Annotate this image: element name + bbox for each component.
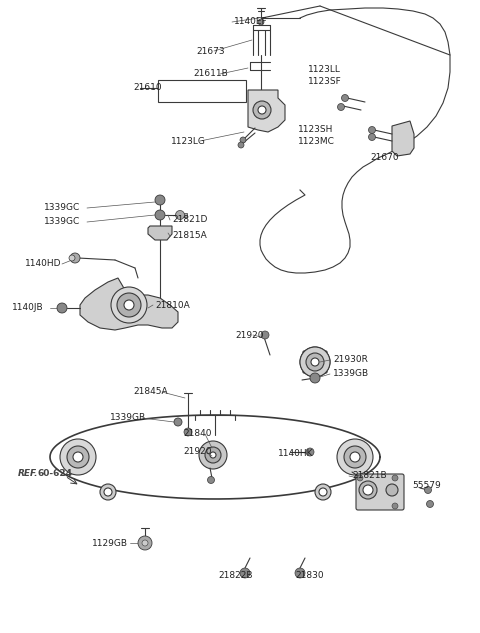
Circle shape	[369, 134, 375, 141]
Circle shape	[311, 358, 319, 366]
Circle shape	[363, 485, 373, 495]
Circle shape	[184, 428, 192, 436]
Text: 21920: 21920	[183, 448, 212, 456]
Circle shape	[357, 475, 363, 481]
Circle shape	[57, 303, 67, 313]
Circle shape	[306, 353, 324, 371]
Text: 60-624: 60-624	[38, 470, 73, 479]
Bar	[158, 80, 246, 102]
Circle shape	[258, 106, 266, 114]
Polygon shape	[392, 121, 414, 156]
Circle shape	[174, 418, 182, 426]
Text: 21920: 21920	[235, 330, 264, 339]
Circle shape	[295, 568, 305, 578]
Circle shape	[117, 293, 141, 317]
Circle shape	[337, 439, 373, 475]
Text: 1129GB: 1129GB	[92, 539, 128, 548]
Text: 21810A: 21810A	[155, 301, 190, 310]
Text: 1339GC: 1339GC	[44, 203, 80, 213]
Circle shape	[210, 452, 216, 458]
Circle shape	[205, 447, 221, 463]
Text: 1123SF: 1123SF	[308, 77, 342, 85]
Circle shape	[427, 501, 433, 508]
Circle shape	[315, 484, 331, 500]
Text: 1339GB: 1339GB	[110, 413, 146, 422]
Polygon shape	[248, 90, 285, 132]
Circle shape	[386, 484, 398, 496]
Circle shape	[176, 211, 184, 220]
Text: 21822B: 21822B	[218, 572, 252, 580]
Circle shape	[300, 347, 330, 377]
Text: 21930R: 21930R	[333, 356, 368, 365]
Circle shape	[69, 255, 75, 261]
Circle shape	[319, 488, 327, 496]
Circle shape	[341, 94, 348, 101]
Circle shape	[359, 481, 377, 499]
Circle shape	[344, 446, 366, 468]
Circle shape	[310, 373, 320, 383]
Polygon shape	[80, 278, 178, 330]
Text: 21830: 21830	[295, 572, 324, 580]
Text: 21821B: 21821B	[352, 472, 386, 480]
Circle shape	[392, 475, 398, 481]
Circle shape	[300, 347, 330, 377]
Text: 1123MC: 1123MC	[298, 137, 335, 146]
Circle shape	[73, 452, 83, 462]
Circle shape	[369, 127, 375, 134]
Text: 21673: 21673	[196, 46, 225, 56]
Polygon shape	[148, 226, 172, 240]
Text: 1123SH: 1123SH	[298, 125, 334, 134]
Text: 1140EF: 1140EF	[234, 18, 268, 27]
Circle shape	[253, 101, 271, 119]
Circle shape	[306, 353, 324, 371]
Circle shape	[111, 287, 147, 323]
Circle shape	[70, 253, 80, 263]
Circle shape	[124, 300, 134, 310]
Circle shape	[311, 358, 319, 366]
Text: 1339GB: 1339GB	[333, 368, 369, 377]
Circle shape	[424, 487, 432, 494]
Circle shape	[67, 446, 89, 468]
FancyBboxPatch shape	[303, 351, 327, 373]
Circle shape	[104, 488, 112, 496]
Text: REF.: REF.	[18, 470, 38, 479]
Text: 21821D: 21821D	[172, 215, 207, 225]
Circle shape	[199, 441, 227, 469]
Circle shape	[207, 477, 215, 484]
Text: 55579: 55579	[412, 482, 441, 491]
Circle shape	[258, 19, 264, 25]
Text: 21815A: 21815A	[172, 232, 207, 241]
Circle shape	[60, 439, 96, 475]
Circle shape	[337, 104, 345, 111]
Text: 1140JB: 1140JB	[12, 303, 44, 313]
Circle shape	[138, 536, 152, 550]
Text: 1140HK: 1140HK	[278, 449, 313, 458]
Circle shape	[261, 331, 269, 339]
Text: 1123LG: 1123LG	[171, 137, 206, 146]
Text: 21670: 21670	[370, 153, 398, 163]
Text: 21845A: 21845A	[133, 387, 168, 396]
Circle shape	[306, 448, 314, 456]
Circle shape	[392, 503, 398, 509]
Circle shape	[155, 210, 165, 220]
Circle shape	[238, 142, 244, 148]
Text: 1339GC: 1339GC	[44, 218, 80, 227]
Text: 1123LL: 1123LL	[308, 65, 341, 75]
Circle shape	[240, 137, 246, 143]
Bar	[182, 213, 187, 217]
FancyBboxPatch shape	[356, 474, 404, 510]
Circle shape	[155, 195, 165, 205]
Circle shape	[142, 540, 148, 546]
Text: 21611B: 21611B	[193, 70, 228, 78]
Text: 21840: 21840	[183, 430, 212, 439]
Circle shape	[240, 568, 250, 578]
Circle shape	[100, 484, 116, 500]
Circle shape	[350, 452, 360, 462]
Text: 21610: 21610	[133, 84, 162, 92]
Text: 1140HD: 1140HD	[25, 260, 61, 268]
